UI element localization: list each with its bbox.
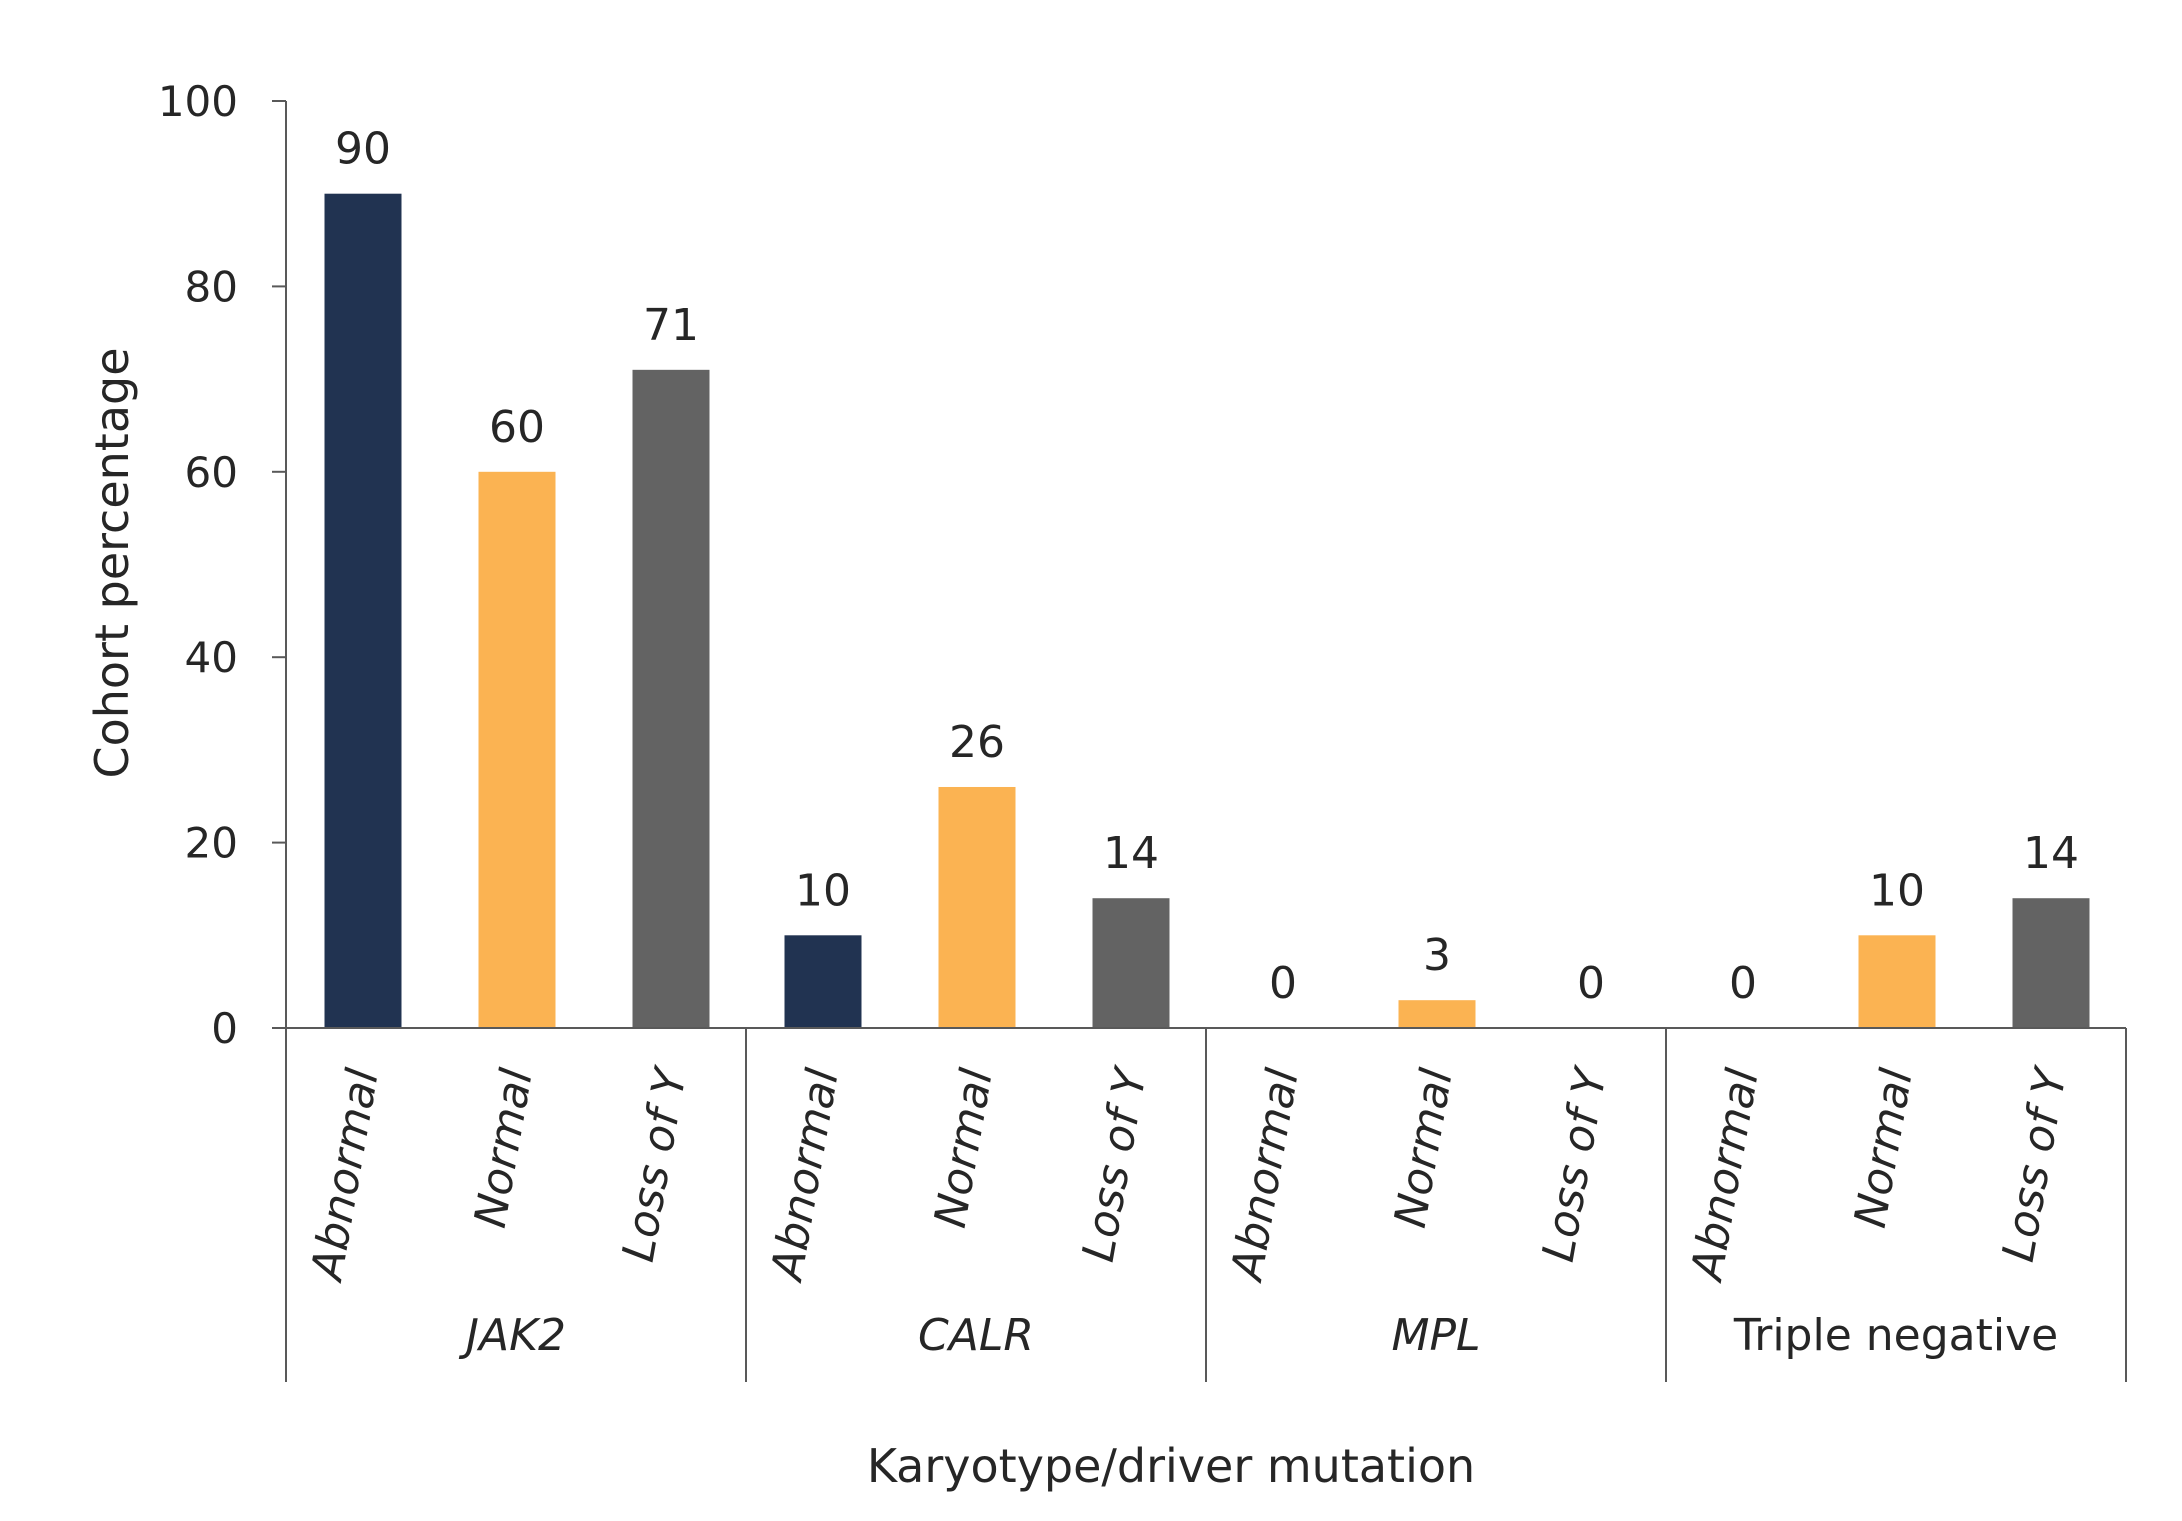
category-label: Normal xyxy=(1845,1064,1923,1231)
category-label: Loss of Y xyxy=(1073,1062,1158,1266)
bars: 90 60 71 10 26 14 0 3 0 0 10 14 xyxy=(324,124,2090,1029)
y-tick-label: 20 xyxy=(185,819,238,868)
group-label: CALR xyxy=(918,1310,1034,1361)
data-label: 10 xyxy=(795,865,851,916)
x-axis-title: Karyotype/driver mutation xyxy=(867,1439,1475,1493)
category-label: Normal xyxy=(465,1064,543,1231)
bar xyxy=(2012,898,2090,1028)
group-label: JAK2 xyxy=(458,1310,566,1361)
data-label: 26 xyxy=(949,717,1005,768)
category-label: Normal xyxy=(925,1064,1003,1231)
data-label: 14 xyxy=(2023,828,2079,879)
category-label: Abnormal xyxy=(1221,1064,1309,1286)
bar xyxy=(1858,935,1936,1028)
category-label: Loss of Y xyxy=(1993,1062,2078,1266)
data-label: 10 xyxy=(1869,865,1925,916)
bar xyxy=(324,193,402,1028)
group-label: MPL xyxy=(1391,1310,1480,1361)
y-tick-label: 40 xyxy=(185,633,238,682)
category-label: Loss of Y xyxy=(1533,1062,1618,1266)
group-label: Triple negative xyxy=(1733,1310,2058,1361)
data-label: 90 xyxy=(335,124,391,175)
x-axis: Abnormal Normal Loss of Y JAK2 Abnormal Norma… xyxy=(285,1027,2127,1382)
bar xyxy=(1398,1000,1476,1028)
y-axis-title: Cohort percentage xyxy=(85,347,139,778)
data-label: 0 xyxy=(1577,958,1605,1009)
category-label: Abnormal xyxy=(1681,1064,1769,1286)
bar xyxy=(784,935,862,1028)
category-label: Loss of Y xyxy=(613,1062,698,1266)
y-tick-label: 60 xyxy=(185,448,238,497)
bar xyxy=(478,471,556,1028)
y-tick-label: 80 xyxy=(185,262,238,311)
bar xyxy=(632,369,710,1029)
data-label: 14 xyxy=(1103,828,1159,879)
bar xyxy=(1092,898,1170,1028)
data-label: 0 xyxy=(1269,958,1297,1009)
data-label: 60 xyxy=(489,402,545,453)
category-label: Abnormal xyxy=(761,1064,849,1286)
y-tick-label: 0 xyxy=(211,1004,238,1053)
y-tick-label: 100 xyxy=(158,77,238,126)
category-label: Normal xyxy=(1385,1064,1463,1231)
data-label: 3 xyxy=(1423,930,1451,981)
y-axis: 0 20 40 60 80 100 xyxy=(158,77,287,1053)
data-label: 0 xyxy=(1729,958,1757,1009)
bar xyxy=(938,786,1016,1028)
category-label: Abnormal xyxy=(301,1064,389,1286)
data-label: 71 xyxy=(643,300,699,351)
